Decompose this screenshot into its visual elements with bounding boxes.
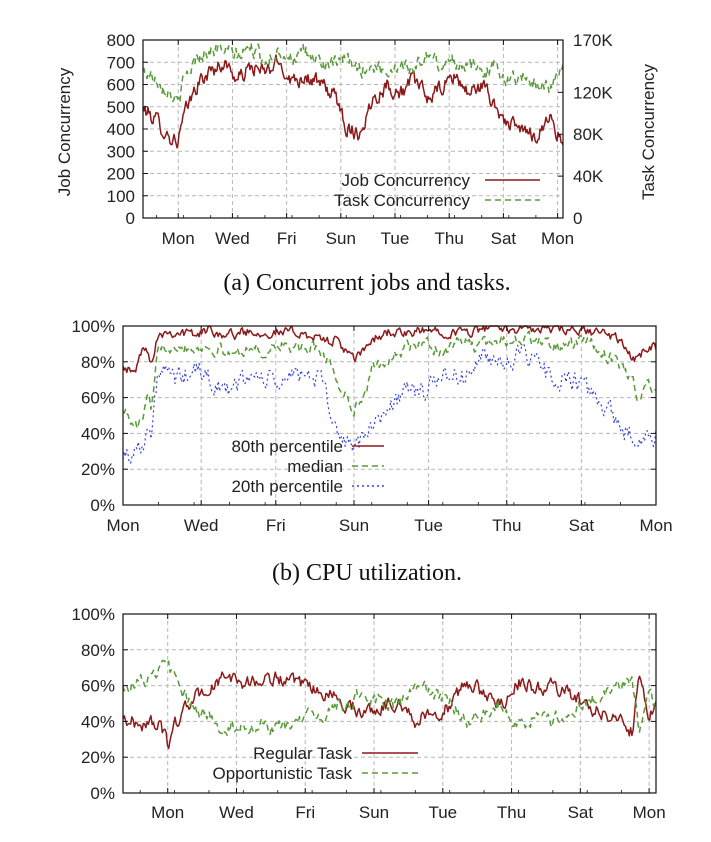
legend-label: median — [287, 457, 343, 476]
y-tick-label: 40% — [81, 712, 115, 731]
y2-tick-label: 120K — [573, 83, 613, 102]
x-tick-label: Fri — [277, 229, 297, 248]
grid — [123, 326, 656, 505]
x-tick-label: Wed — [219, 803, 254, 822]
x-tick-label: Thu — [497, 803, 526, 822]
y-tick-label: 500 — [107, 98, 135, 117]
legend-label: Regular Task — [253, 744, 352, 763]
y-tick-label: 0% — [90, 496, 115, 515]
x-tick-label: Sun — [359, 803, 389, 822]
series-lines — [122, 325, 657, 464]
caption: (b) CPU utilization. — [272, 560, 462, 586]
x-tick-label: Wed — [215, 229, 250, 248]
y-tick-label: 800 — [107, 31, 135, 50]
y-tick-label: 60% — [81, 677, 115, 696]
legend-label: Job Concurrency — [341, 171, 470, 190]
x-tick-labels: Mon Wed Fri Sun Tue Thu Sat Mon — [106, 516, 672, 535]
y-tick-label: 200 — [107, 165, 135, 184]
y-tick-label: 400 — [107, 120, 135, 139]
x-tick-label: Fri — [266, 516, 286, 535]
chart-concurrency: 0 100 200 300 400 500 600 700 800 0 40K 80K 120K 170… — [55, 31, 658, 296]
y-tick-label: 20% — [81, 748, 115, 767]
series-lines — [142, 42, 564, 149]
x-tick-label: Thu — [435, 229, 464, 248]
y-tick-label: 60% — [81, 389, 115, 408]
y2-tick-label: 0 — [573, 209, 582, 228]
plot-border — [122, 325, 657, 506]
x-tick-labels: Mon Wed Fri Sun Tue Thu Sat Mon — [162, 229, 574, 248]
plot-frame — [122, 325, 657, 506]
x-tick-label: Thu — [492, 516, 521, 535]
x-tick-label: Tue — [381, 229, 410, 248]
legend-label: 80th percentile — [231, 437, 343, 456]
y-tick-label: 0% — [90, 784, 115, 803]
y-tick-labels: 0 100 200 300 400 500 600 700 800 — [107, 31, 135, 228]
x-tick-label: Mon — [162, 229, 195, 248]
plot-border — [122, 613, 657, 794]
legend-label: Opportunistic Task — [212, 764, 352, 783]
y-tick-label: 100 — [107, 187, 135, 206]
y-tick-label: 20% — [81, 460, 115, 479]
series-line-0 — [142, 54, 564, 149]
y-tick-label: 40% — [81, 424, 115, 443]
x-tick-label: Mon — [541, 229, 574, 248]
y-tick-label: 700 — [107, 53, 135, 72]
x-tick-label: Mon — [151, 803, 184, 822]
x-tick-label: Sat — [568, 803, 594, 822]
plot-frame — [122, 613, 657, 794]
y2-tick-label: 40K — [573, 167, 604, 186]
caption: (a) Concurrent jobs and tasks. — [223, 270, 510, 296]
x-tick-label: Sat — [491, 229, 517, 248]
y-axis-label: Job Concurrency — [55, 67, 74, 196]
x-tick-label: Fri — [295, 803, 315, 822]
y2-axis-label: Task Concurrency — [639, 63, 658, 200]
y2-tick-label: 170K — [573, 31, 613, 50]
y2-tick-label: 80K — [573, 125, 604, 144]
x-tick-label: Sun — [326, 229, 356, 248]
x-tick-label: Sat — [569, 516, 595, 535]
series-line-0 — [122, 325, 657, 374]
x-tick-label: Mon — [639, 516, 672, 535]
y-tick-label: 80% — [81, 353, 115, 372]
y2-tick-labels: 0 40K 80K 120K 170K — [573, 31, 613, 228]
x-tick-label: Tue — [414, 516, 443, 535]
series-line-1 — [122, 659, 657, 736]
series-line-1 — [122, 330, 657, 430]
legend-label: Task Concurrency — [334, 191, 471, 210]
y-tick-label: 300 — [107, 142, 135, 161]
x-tick-labels: Mon Wed Fri Sun Tue Thu Sat Mon — [151, 803, 665, 822]
chart-task-share: 0% 20% 40% 60% 80% 100% Mon Wed Fri Sun Tue Thu Sat… — [72, 605, 666, 822]
chart-cpu-utilization: 0% 20% 40% 60% 80% 100% Mon Wed Fri Sun Tue Thu Sat… — [72, 317, 673, 586]
y-tick-labels: 0% 20% 40% 60% 80% 100% — [72, 605, 115, 803]
grid — [123, 614, 656, 793]
y-tick-label: 100% — [72, 317, 115, 336]
x-tick-label: Mon — [633, 803, 666, 822]
y-tick-label: 0 — [126, 209, 135, 228]
y-tick-label: 100% — [72, 605, 115, 624]
grid — [143, 40, 563, 218]
series-line-1 — [142, 42, 564, 103]
x-tick-label: Mon — [106, 516, 139, 535]
y-tick-labels: 0% 20% 40% 60% 80% 100% — [72, 317, 115, 515]
x-tick-label: Sun — [339, 516, 369, 535]
legend-label: 20th percentile — [231, 477, 343, 496]
x-tick-label: Wed — [184, 516, 219, 535]
series-lines — [122, 659, 657, 750]
y-tick-label: 600 — [107, 76, 135, 95]
x-tick-label: Tue — [428, 803, 457, 822]
plot-frame — [142, 39, 564, 219]
y-tick-label: 80% — [81, 641, 115, 660]
